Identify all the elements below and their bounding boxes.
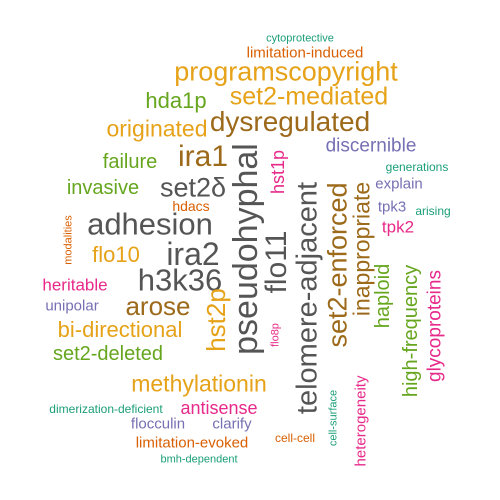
- word-heterogeneity: heterogeneity: [352, 375, 370, 467]
- word-flocculin: flocculin: [130, 415, 186, 433]
- word-hdacs: hdacs: [172, 198, 210, 214]
- word-adhesion: adhesion: [87, 206, 213, 242]
- word-arose: arose: [125, 291, 191, 321]
- word-methylationin: methylationin: [131, 370, 267, 397]
- word-cytoprotective: cytoprotective: [266, 32, 334, 45]
- word-generations: generations: [385, 160, 449, 174]
- word-h3k36: h3k36: [137, 262, 223, 298]
- word-ira1: ira1: [177, 140, 229, 173]
- word-telomere-adjacent: telomere-adjacent: [291, 181, 324, 415]
- word-set2-deleted: set2-deleted: [52, 343, 164, 365]
- word-cell-cell: cell-cell: [274, 431, 316, 445]
- word-failure: failure: [102, 151, 158, 173]
- word-bi-directional: bi-directional: [57, 317, 183, 342]
- word-haploid: haploid: [372, 263, 394, 329]
- word-tpk2: tpk2: [381, 217, 415, 237]
- word-modalities: modalities: [62, 215, 75, 265]
- word-high-frequency: high-frequency: [400, 264, 422, 398]
- word-set2-enforced: set2-enforced: [322, 182, 353, 348]
- word-flo10: flo10: [92, 242, 140, 267]
- word-hda1p: hda1p: [145, 88, 207, 113]
- word-tpk3: tpk3: [377, 198, 407, 216]
- word-dysregulated: dysregulated: [209, 106, 371, 137]
- word-set2δ: set2δ: [159, 172, 227, 203]
- word-glycoproteins: glycoproteins: [424, 270, 446, 382]
- word-set2-mediated: set2-mediated: [229, 82, 389, 111]
- word-cell-surface: cell-surface: [327, 389, 340, 447]
- word-invasive: invasive: [66, 177, 140, 199]
- word-originated: originated: [106, 115, 208, 142]
- word-explain: explain: [375, 175, 423, 193]
- word-hst1p: hst1p: [268, 149, 288, 195]
- word-limitation-induced: limitation-induced: [246, 44, 364, 62]
- word-heritable: heritable: [42, 275, 108, 295]
- word-antisense: antisense: [180, 398, 258, 418]
- word-hst2p: hst2p: [201, 288, 231, 352]
- word-arising: arising: [415, 204, 451, 218]
- word-limitation-evoked: limitation-evoked: [135, 434, 249, 452]
- word-ira2: ira2: [166, 236, 220, 272]
- word-bmh-dependent: bmh-dependent: [160, 453, 238, 466]
- word-unipolar: unipolar: [45, 297, 99, 315]
- word-discernible: discernible: [325, 135, 417, 157]
- word-inappropriate: inappropriate: [348, 181, 375, 317]
- word-programscopyright: programscopyright: [174, 56, 398, 87]
- word-flo11: flo11: [260, 230, 293, 294]
- word-dimerization-deficient: dimerization-deficient: [49, 402, 163, 416]
- word-flo8p: flo8p: [269, 323, 282, 347]
- word-clarify: clarify: [212, 415, 252, 433]
- word-pseudohyphal: pseudohyphal: [227, 143, 265, 355]
